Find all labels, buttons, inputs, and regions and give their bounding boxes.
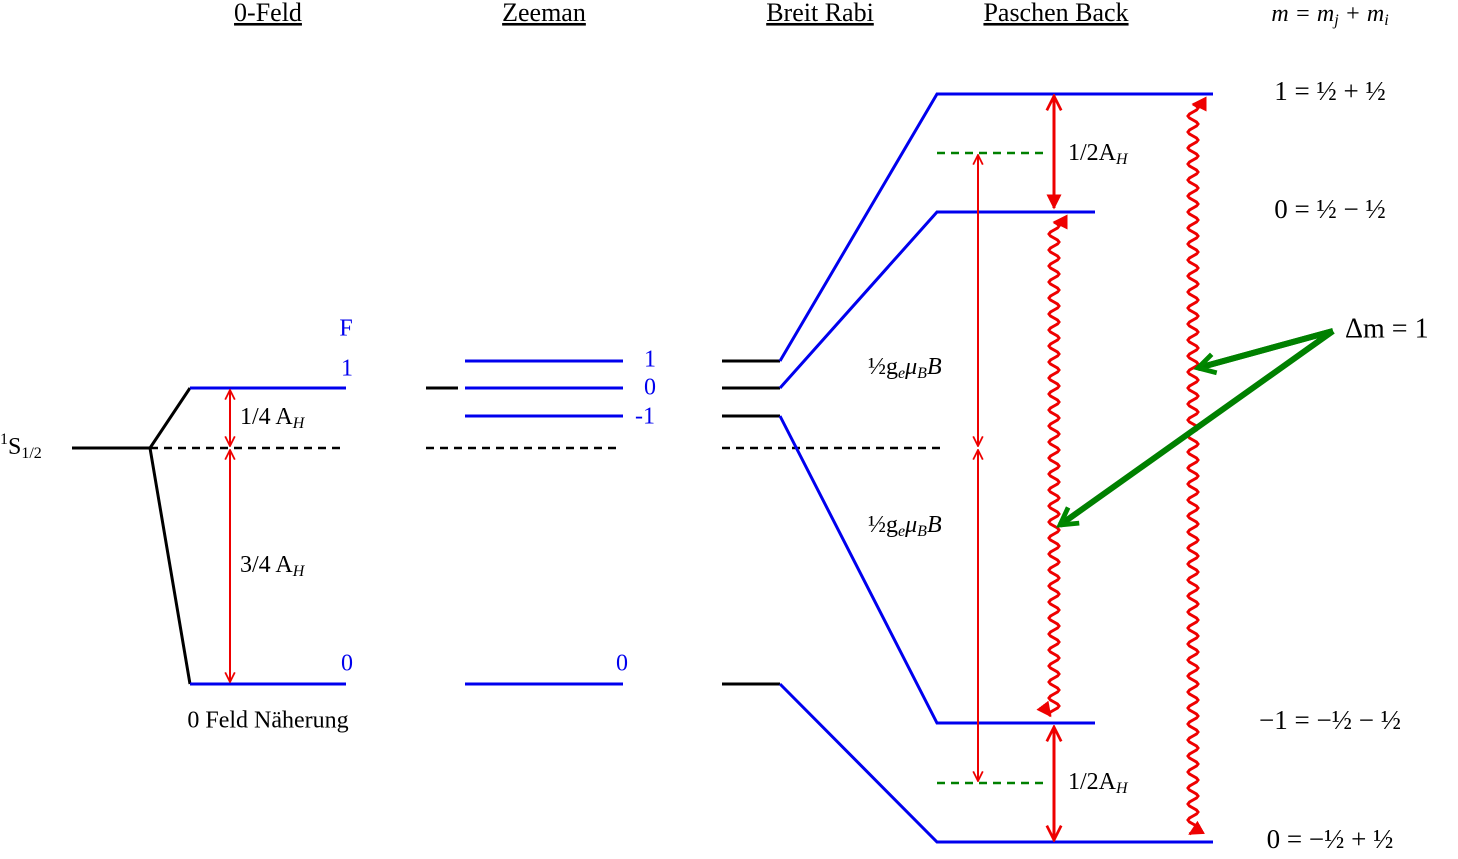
formula-part: + m (1339, 1, 1385, 27)
t: ½g (868, 512, 898, 538)
f-label: F (339, 316, 352, 342)
formula-part: m = m (1271, 1, 1334, 27)
wavy-transition (1186, 102, 1209, 836)
sub: e (898, 365, 905, 382)
transition-label: Δm = 1 (1345, 313, 1429, 344)
m-formula: m = mj + mi (1271, 1, 1388, 29)
sub: H (292, 563, 306, 580)
level-label: 0 (616, 651, 628, 677)
state-label: 0 = −½ + ½ (1267, 824, 1394, 854)
split-label: 3/4 AH (240, 552, 306, 580)
sub: H (1115, 780, 1129, 797)
header: Breit Rabi (766, 0, 874, 27)
header: Zeeman (502, 0, 586, 27)
sub: 1/2 (21, 445, 41, 462)
main: S (8, 434, 21, 460)
formula-sub: i (1384, 12, 1388, 29)
split-label: 1/4 AH (240, 404, 306, 432)
sub: B (917, 523, 927, 540)
t: B (927, 354, 942, 380)
hyperfine-label: 1/2AH (1068, 140, 1129, 168)
caption: 0 Feld Näherung (187, 708, 348, 734)
state-label: 1S1/2 (0, 431, 42, 462)
sub: H (292, 415, 306, 432)
transition-pointer (1060, 328, 1335, 525)
zeeman-split-label: ½geμBB (868, 354, 942, 382)
t: ½g (868, 354, 898, 380)
sub: H (1115, 151, 1129, 168)
state-label: −1 = −½ − ½ (1259, 705, 1401, 735)
t: 1/2A (1068, 769, 1117, 795)
levels (778, 92, 1213, 844)
zeeman-split-label: ½geμBB (868, 512, 942, 540)
transition-pointer (1193, 328, 1334, 376)
level-label: 1 (341, 356, 353, 382)
levels (465, 359, 623, 686)
t: μ (904, 354, 917, 380)
state-label: 1 = ½ + ½ (1274, 76, 1385, 106)
ground-lines (72, 387, 192, 685)
formula-sub: j (1332, 12, 1339, 29)
wavy-transition (1036, 220, 1070, 718)
t: 3/4 A (240, 552, 293, 578)
dashed-level (937, 151, 1045, 785)
sup: 1 (0, 431, 8, 448)
level-label: 0 (341, 651, 353, 677)
t: μ (904, 512, 917, 538)
header: Paschen Back (983, 0, 1128, 27)
hyperfine-label: 1/2AH (1068, 769, 1129, 797)
level-label: 1 (644, 347, 656, 373)
levels (722, 359, 780, 686)
level-label: -1 (635, 404, 655, 430)
t: B (927, 512, 942, 538)
t: 1/4 A (240, 404, 293, 430)
header: 0-Feld (234, 0, 302, 27)
sub: e (898, 523, 905, 540)
state-label: 0 = ½ − ½ (1274, 194, 1385, 224)
sub: B (917, 365, 927, 382)
levels (190, 386, 346, 686)
level-label: 0 (644, 375, 656, 401)
t: 1/2A (1068, 140, 1117, 166)
